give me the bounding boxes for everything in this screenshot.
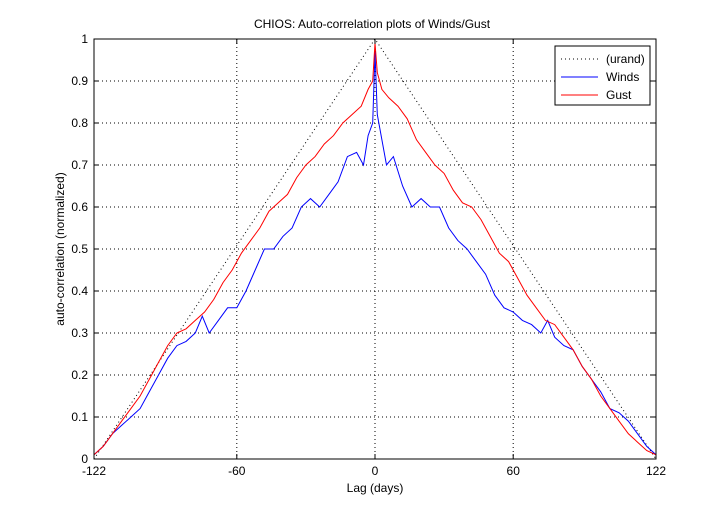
y-axis-label: auto-correlation (normalized)	[53, 172, 67, 325]
y-tick-label: 0.2	[71, 368, 88, 382]
y-tick-label: 0.4	[71, 284, 88, 298]
x-tick-label: 0	[372, 464, 379, 478]
legend-label-winds: Winds	[606, 70, 639, 84]
ticks	[93, 38, 657, 460]
legend-entries: (urand) Winds Gust	[561, 52, 645, 102]
legend-label-gust: Gust	[606, 88, 632, 102]
y-tick-label: 0	[81, 452, 88, 466]
x-tick-label: 60	[507, 464, 521, 478]
x-tick-labels: -122 -60 0 60 122	[82, 464, 666, 478]
y-tick-label: 0.3	[71, 326, 88, 340]
x-tick-label: 122	[646, 464, 666, 478]
y-tick-label: 0.7	[71, 158, 88, 172]
series-line-urand	[93, 38, 657, 460]
y-tick-label: 1	[81, 32, 88, 46]
legend: (urand) Winds Gust	[554, 45, 651, 106]
y-tick-label: 0.5	[71, 242, 88, 256]
series-line-winds	[93, 51, 657, 456]
legend-label-urand: (urand)	[606, 52, 645, 66]
x-tick-label: -122	[82, 464, 106, 478]
y-tick-label: 0.9	[71, 74, 88, 88]
x-axis-label: Lag (days)	[347, 481, 404, 495]
y-tick-label: 0.8	[71, 116, 88, 130]
y-tick-labels: 0 0.1 0.2 0.3 0.4 0.5 0.6 0.7 0.8 0.9 1	[71, 32, 88, 466]
y-tick-label: 0.1	[71, 410, 88, 424]
chart-title: CHIOS: Auto-correlation plots of Winds/G…	[254, 17, 491, 31]
x-tick-label: -60	[228, 464, 246, 478]
y-tick-label: 0.6	[71, 200, 88, 214]
